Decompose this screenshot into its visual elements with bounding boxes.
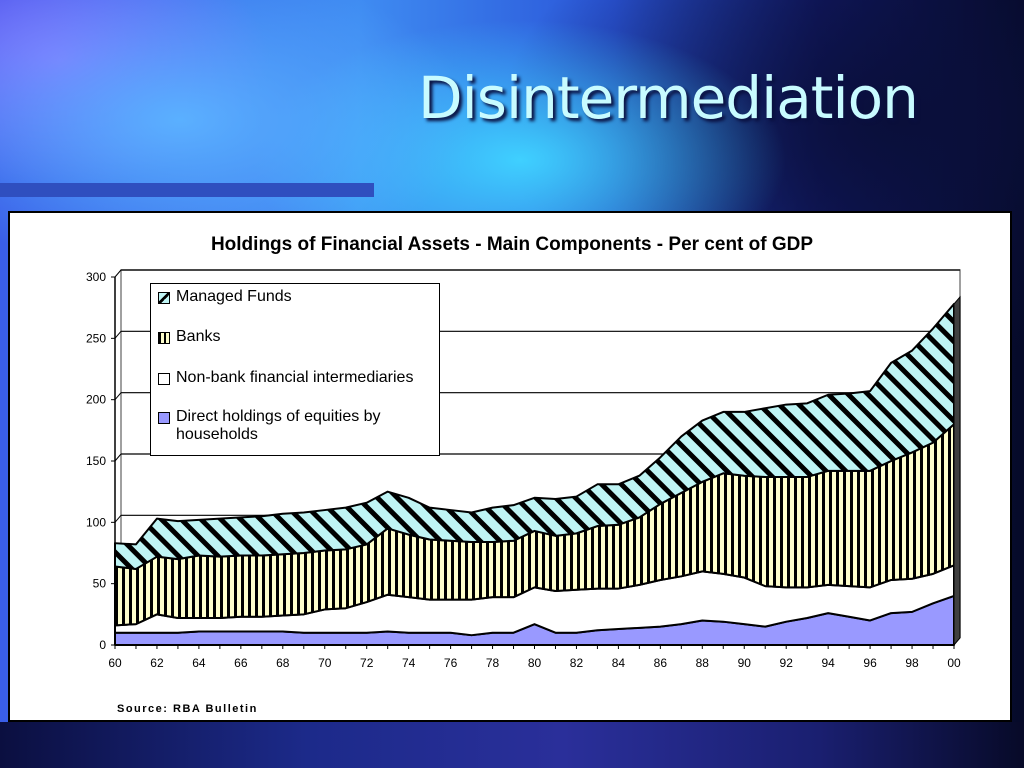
chart-title: Holdings of Financial Assets - Main Comp… <box>210 234 814 255</box>
svg-text:92: 92 <box>780 656 794 670</box>
svg-text:80: 80 <box>528 656 542 670</box>
svg-text:70: 70 <box>318 656 332 670</box>
svg-text:76: 76 <box>444 656 458 670</box>
svg-text:250: 250 <box>86 331 106 345</box>
svg-text:50: 50 <box>93 577 107 591</box>
svg-text:78: 78 <box>486 656 500 670</box>
svg-text:00: 00 <box>947 656 961 670</box>
legend-label: Non-bank financial intermediaries <box>176 369 414 386</box>
legend-label: Direct holdings of equities by household… <box>176 408 381 443</box>
svg-text:72: 72 <box>360 656 374 670</box>
chart-legend: Managed Funds Banks Non-bank financial i… <box>150 283 440 456</box>
svg-text:88: 88 <box>696 656 710 670</box>
svg-text:150: 150 <box>86 454 106 468</box>
svg-text:74: 74 <box>402 656 416 670</box>
svg-text:100: 100 <box>86 515 106 529</box>
legend-item-managed-funds: Managed Funds <box>158 288 292 306</box>
svg-text:94: 94 <box>821 656 835 670</box>
svg-text:60: 60 <box>108 656 122 670</box>
legend-item-non-bank: Non-bank financial intermediaries <box>158 369 413 387</box>
svg-text:200: 200 <box>86 393 106 407</box>
svg-text:90: 90 <box>738 656 752 670</box>
chart-plot: 0 50 100 150 200 250 300 60 62 64 66 68 70 72 74 76 78 80… <box>86 269 961 670</box>
vertical-stripe-swatch-icon <box>158 332 170 344</box>
slide-title: Disintermediation <box>418 64 919 132</box>
svg-text:98: 98 <box>905 656 919 670</box>
legend-label: Banks <box>176 328 221 345</box>
chart-source: Source: RBA Bulletin <box>117 703 258 715</box>
svg-text:66: 66 <box>234 656 248 670</box>
svg-text:82: 82 <box>570 656 584 670</box>
svg-text:64: 64 <box>192 656 206 670</box>
svg-text:86: 86 <box>654 656 668 670</box>
svg-text:0: 0 <box>99 638 106 652</box>
white-swatch-icon <box>158 373 170 385</box>
legend-label: Managed Funds <box>176 288 292 305</box>
svg-text:68: 68 <box>276 656 290 670</box>
blue-swatch-icon <box>158 412 170 424</box>
background-band <box>0 722 1024 768</box>
accent-bar <box>0 183 374 197</box>
diagonal-stripe-swatch-icon <box>158 292 170 304</box>
svg-text:300: 300 <box>86 270 106 284</box>
legend-item-direct-holdings: Direct holdings of equities by household… <box>158 408 381 444</box>
svg-text:62: 62 <box>150 656 164 670</box>
svg-text:84: 84 <box>612 656 626 670</box>
chart-panel: Holdings of Financial Assets - Main Comp… <box>8 211 1012 722</box>
svg-text:96: 96 <box>863 656 877 670</box>
legend-item-banks: Banks <box>158 328 220 346</box>
